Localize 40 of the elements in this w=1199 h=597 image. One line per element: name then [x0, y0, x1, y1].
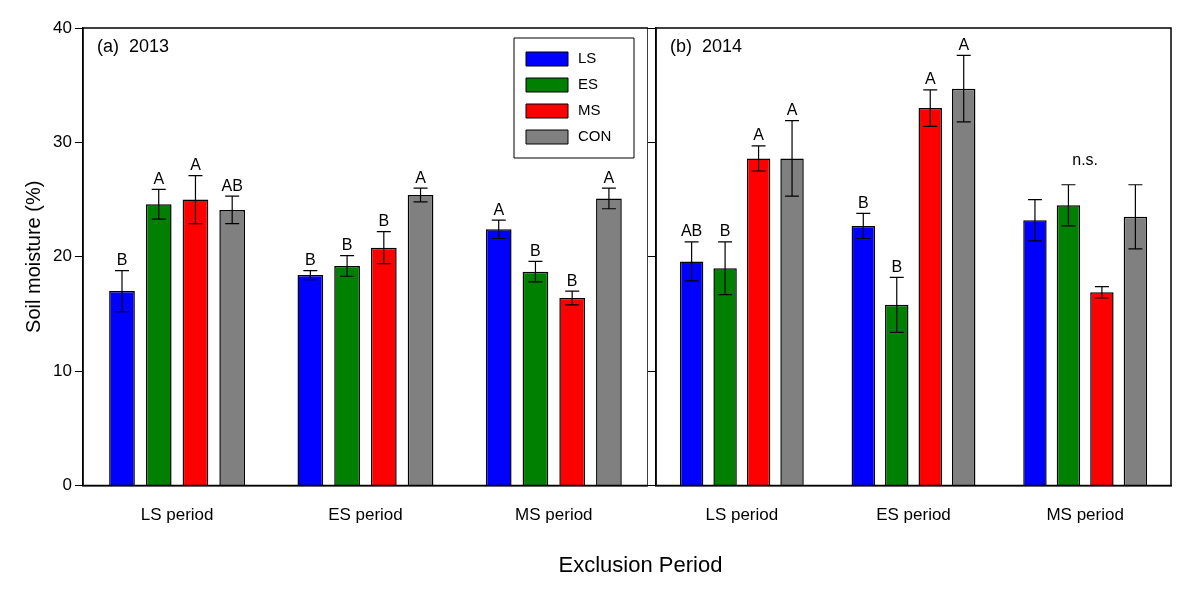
x-tick-label: LS period — [705, 505, 779, 525]
y-tick-label: 10 — [52, 360, 72, 380]
x-tick-label: ES period — [328, 505, 403, 525]
annotation: B — [891, 257, 903, 275]
annotation: A — [493, 200, 505, 218]
annotation: AB — [680, 222, 703, 240]
chart-title: (b) 2014 — [670, 35, 743, 56]
legend-label: MS — [578, 101, 601, 119]
legend-label: LS — [578, 49, 597, 67]
annotation: n.s. — [1072, 151, 1099, 169]
annotation: B — [719, 222, 731, 240]
annotation: A — [603, 168, 615, 186]
legend-label: CON — [578, 127, 612, 145]
annotation: B — [566, 271, 578, 289]
x-tick-label: LS period — [140, 505, 214, 525]
annotation: A — [958, 35, 970, 53]
annotation: A — [786, 101, 798, 119]
annotation: A — [415, 168, 427, 186]
annotation: B — [116, 250, 128, 268]
chart-title: (a) 2013 — [96, 35, 169, 56]
annotation: B — [305, 250, 316, 268]
annotation: B — [857, 193, 869, 211]
annotation: A — [153, 169, 165, 187]
y-tick-label: 0 — [62, 475, 72, 495]
annotation: B — [378, 212, 390, 230]
x-tick-label: ES period — [876, 505, 951, 525]
annotation: B — [341, 236, 353, 254]
y-tick-label: 20 — [52, 246, 72, 266]
y-axis-title: Soil moisture (%) — [21, 180, 44, 333]
legend-label: ES — [578, 75, 599, 93]
x-tick-label: MS period — [515, 505, 593, 525]
x-axis-title: Exclusion Period — [557, 552, 724, 578]
annotation: B — [530, 241, 541, 259]
annotation: A — [753, 126, 765, 144]
annotation: AB — [221, 176, 243, 194]
y-tick-label: 30 — [52, 132, 72, 152]
y-tick-label: 40 — [52, 17, 72, 37]
x-tick-label: MS period — [1046, 505, 1124, 525]
annotation: A — [924, 70, 936, 88]
annotation: A — [190, 155, 202, 173]
